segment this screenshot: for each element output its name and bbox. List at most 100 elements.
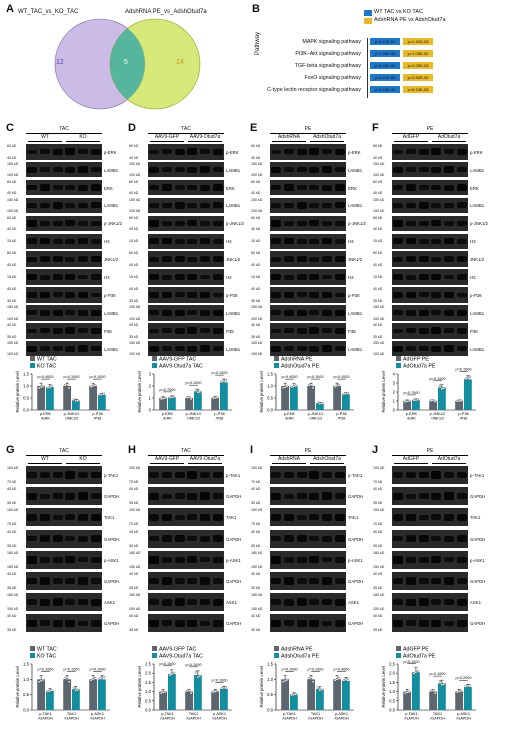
blot-band xyxy=(149,273,160,281)
data-point xyxy=(189,397,193,401)
venn-left-title: WT_TAC_vs_KO_TAC xyxy=(18,9,79,15)
kd-marker: 40 kD xyxy=(7,572,17,576)
blot-band xyxy=(199,557,211,563)
bar xyxy=(211,691,219,710)
data-point xyxy=(102,392,106,396)
blot-band xyxy=(431,310,442,316)
panel-label-g: G xyxy=(6,444,15,456)
blot-band xyxy=(65,148,76,156)
blot-band xyxy=(52,202,63,209)
kd-marker: 100 kD xyxy=(251,173,263,178)
blot-strip xyxy=(392,572,468,590)
blot-band xyxy=(65,184,76,191)
blot-strip xyxy=(148,529,224,548)
blot-band xyxy=(90,493,101,500)
blot-band xyxy=(65,273,76,281)
blot-strip xyxy=(148,197,224,214)
blot-band xyxy=(418,493,429,500)
blot-band xyxy=(321,492,333,501)
blot-strip xyxy=(270,340,346,357)
blot-band xyxy=(199,274,211,280)
blot-band xyxy=(39,238,51,245)
condition-line xyxy=(66,141,100,142)
blot-band xyxy=(77,184,89,191)
y-tick-label: 3 xyxy=(149,372,152,377)
blot-band xyxy=(431,599,442,605)
panel-label-j: J xyxy=(372,444,379,456)
blot-band xyxy=(271,619,282,628)
p-value-label: p=0.1000 xyxy=(38,668,54,672)
legend-label: KO TAC xyxy=(37,654,56,660)
protein-label: TAK1 xyxy=(226,515,237,521)
blot-band xyxy=(90,471,101,479)
kd-marker: 100 kD xyxy=(373,508,385,513)
protein-label: p-TAK1 xyxy=(104,473,119,478)
blot-band xyxy=(39,346,51,351)
blot-band xyxy=(187,238,198,244)
blot-band xyxy=(283,167,295,172)
panel-label-a: A xyxy=(6,3,14,15)
y-tick-label: 0.0 xyxy=(145,708,151,713)
blot-band xyxy=(296,578,307,584)
blot-band xyxy=(321,166,333,173)
blot-band xyxy=(309,292,320,298)
blot-band xyxy=(52,167,63,173)
blot-band xyxy=(27,149,38,154)
blot-band xyxy=(283,328,295,334)
y-tick-label: 0.0 xyxy=(267,708,273,713)
protein-label: H3 xyxy=(104,239,110,245)
y-tick-label: 2.0 xyxy=(389,671,395,676)
data-point xyxy=(187,396,191,399)
kd-marker: 150 kD xyxy=(7,305,19,310)
kd-marker: 100 kD xyxy=(7,209,19,214)
x-tick-label: TAK1 xyxy=(67,712,76,716)
blot-strip xyxy=(392,287,468,303)
legend-yellow-swatch xyxy=(364,18,372,24)
blot-band xyxy=(443,221,455,226)
blot-band xyxy=(321,472,333,478)
kd-marker: 150 kD xyxy=(373,305,385,310)
kd-marker: 100 kD xyxy=(129,316,141,321)
bar xyxy=(98,679,106,710)
data-point xyxy=(320,688,324,692)
protein-label: LAMB1 xyxy=(226,346,241,352)
blot-band xyxy=(52,471,63,479)
p-value-label: p=0.1000 xyxy=(64,375,80,379)
blot-band xyxy=(65,577,76,585)
blot-band xyxy=(199,472,211,478)
legend-swatch xyxy=(152,653,157,658)
legend-label: AdOtud7a PE xyxy=(403,654,436,660)
blot-band xyxy=(77,513,89,521)
blot-band xyxy=(212,471,223,479)
bar xyxy=(316,403,324,410)
blot-band xyxy=(90,256,101,263)
blot-band xyxy=(212,620,223,627)
bar xyxy=(185,691,193,710)
kd-marker: 150 kD xyxy=(373,607,385,612)
group-line xyxy=(270,455,346,456)
condition-line xyxy=(394,141,428,142)
blot-band xyxy=(212,239,223,244)
blot-strip xyxy=(392,593,468,612)
blot-band xyxy=(431,577,442,585)
blot-band xyxy=(283,598,295,606)
data-point xyxy=(412,672,416,675)
protein-label: p-ERK xyxy=(470,149,483,155)
blot-band xyxy=(456,202,467,209)
data-point xyxy=(194,670,198,674)
legend-label: KO TAC xyxy=(37,364,56,370)
blot-strip xyxy=(392,161,468,178)
kd-marker: 40 kD xyxy=(373,614,383,619)
data-point xyxy=(309,676,313,679)
kd-marker: 40 kD xyxy=(129,572,139,576)
y-tick-label: 1 xyxy=(149,396,152,401)
bar xyxy=(403,691,411,710)
kd-marker: 180 kD xyxy=(129,593,141,598)
blot-band xyxy=(77,492,89,501)
blot-band xyxy=(199,620,211,627)
blot-band xyxy=(27,472,38,478)
blot-strip xyxy=(148,161,224,178)
blot-band xyxy=(65,619,76,628)
data-point xyxy=(442,386,446,390)
